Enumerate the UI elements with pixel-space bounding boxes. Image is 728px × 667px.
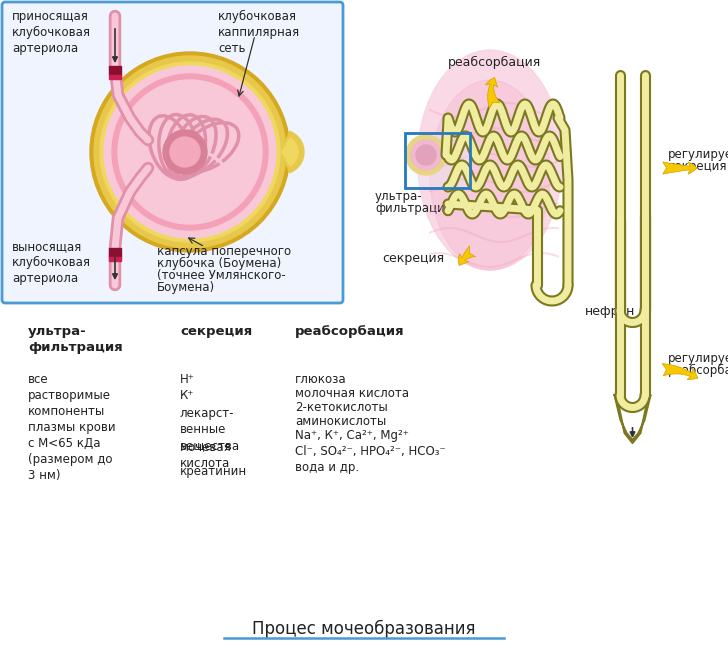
Text: Cl⁻, SO₄²⁻, HPO₄²⁻, HCO₃⁻: Cl⁻, SO₄²⁻, HPO₄²⁻, HCO₃⁻ bbox=[295, 445, 446, 458]
Text: лекарст-
венные
вещества: лекарст- венные вещества bbox=[180, 407, 240, 452]
Bar bbox=[405, 133, 470, 188]
Circle shape bbox=[416, 145, 436, 165]
Text: капсула поперечного: капсула поперечного bbox=[157, 245, 291, 258]
Text: реабсорбация: реабсорбация bbox=[295, 325, 405, 338]
Text: аминокислоты: аминокислоты bbox=[295, 415, 387, 428]
Circle shape bbox=[94, 56, 286, 248]
Text: регулируемая: регулируемая bbox=[668, 148, 728, 161]
Circle shape bbox=[104, 66, 276, 238]
Text: ультра-: ультра- bbox=[375, 190, 423, 203]
Circle shape bbox=[170, 137, 200, 167]
Text: секреция: секреция bbox=[668, 160, 727, 173]
Wedge shape bbox=[282, 131, 304, 173]
Circle shape bbox=[90, 52, 290, 252]
Wedge shape bbox=[282, 138, 298, 166]
Text: секреция: секреция bbox=[180, 325, 252, 338]
Text: регулируемая: регулируемая bbox=[668, 352, 728, 365]
Text: приносящая
клубочковая
артериола: приносящая клубочковая артериола bbox=[12, 10, 91, 55]
Circle shape bbox=[118, 80, 262, 224]
Bar bbox=[109, 66, 121, 75]
Bar bbox=[109, 248, 121, 257]
Ellipse shape bbox=[430, 80, 550, 270]
Text: Процес мочеобразования: Процес мочеобразования bbox=[252, 620, 476, 638]
Text: креатинин: креатинин bbox=[180, 465, 247, 478]
Text: все
растворимые
компоненты
плазмы крови
с М<65 кДа
(размером до
3 нм): все растворимые компоненты плазмы крови … bbox=[28, 373, 116, 482]
Text: выносящая
клубочковая
артериола: выносящая клубочковая артериола bbox=[12, 240, 91, 285]
Text: Боумена): Боумена) bbox=[157, 281, 215, 294]
Text: клубочка (Боумена): клубочка (Боумена) bbox=[157, 257, 281, 270]
Text: молочная кислота: молочная кислота bbox=[295, 387, 409, 400]
Text: К⁺: К⁺ bbox=[180, 389, 194, 402]
Text: Na⁺, К⁺, Ca²⁺, Mg²⁺: Na⁺, К⁺, Ca²⁺, Mg²⁺ bbox=[295, 429, 409, 442]
Text: клубочковая
каппилярная
сеть: клубочковая каппилярная сеть bbox=[218, 10, 300, 55]
Text: 2-кетокислоты: 2-кетокислоты bbox=[295, 401, 388, 414]
Text: мочевая
кислота: мочевая кислота bbox=[180, 441, 232, 470]
Bar bbox=[109, 257, 121, 261]
Text: реабсорбация: реабсорбация bbox=[668, 364, 728, 377]
Circle shape bbox=[406, 135, 446, 175]
Polygon shape bbox=[614, 395, 651, 443]
Circle shape bbox=[100, 62, 280, 242]
Text: Н⁺: Н⁺ bbox=[180, 373, 195, 386]
Circle shape bbox=[411, 140, 441, 170]
Circle shape bbox=[112, 74, 268, 230]
Text: глюкоза: глюкоза bbox=[295, 373, 347, 386]
Text: (точнее Умлянского-: (точнее Умлянского- bbox=[157, 269, 286, 282]
Bar bbox=[405, 133, 470, 188]
FancyBboxPatch shape bbox=[2, 2, 343, 303]
Text: секреция: секреция bbox=[382, 252, 444, 265]
Text: реабсорбация: реабсорбация bbox=[448, 56, 541, 69]
Text: ультра-
фильтрация: ультра- фильтрация bbox=[28, 325, 123, 354]
Text: вода и др.: вода и др. bbox=[295, 461, 359, 474]
Text: нефрон: нефрон bbox=[585, 305, 636, 318]
Circle shape bbox=[163, 130, 207, 174]
Bar bbox=[109, 75, 121, 79]
Text: фильтрация: фильтрация bbox=[375, 202, 452, 215]
Ellipse shape bbox=[417, 50, 563, 270]
